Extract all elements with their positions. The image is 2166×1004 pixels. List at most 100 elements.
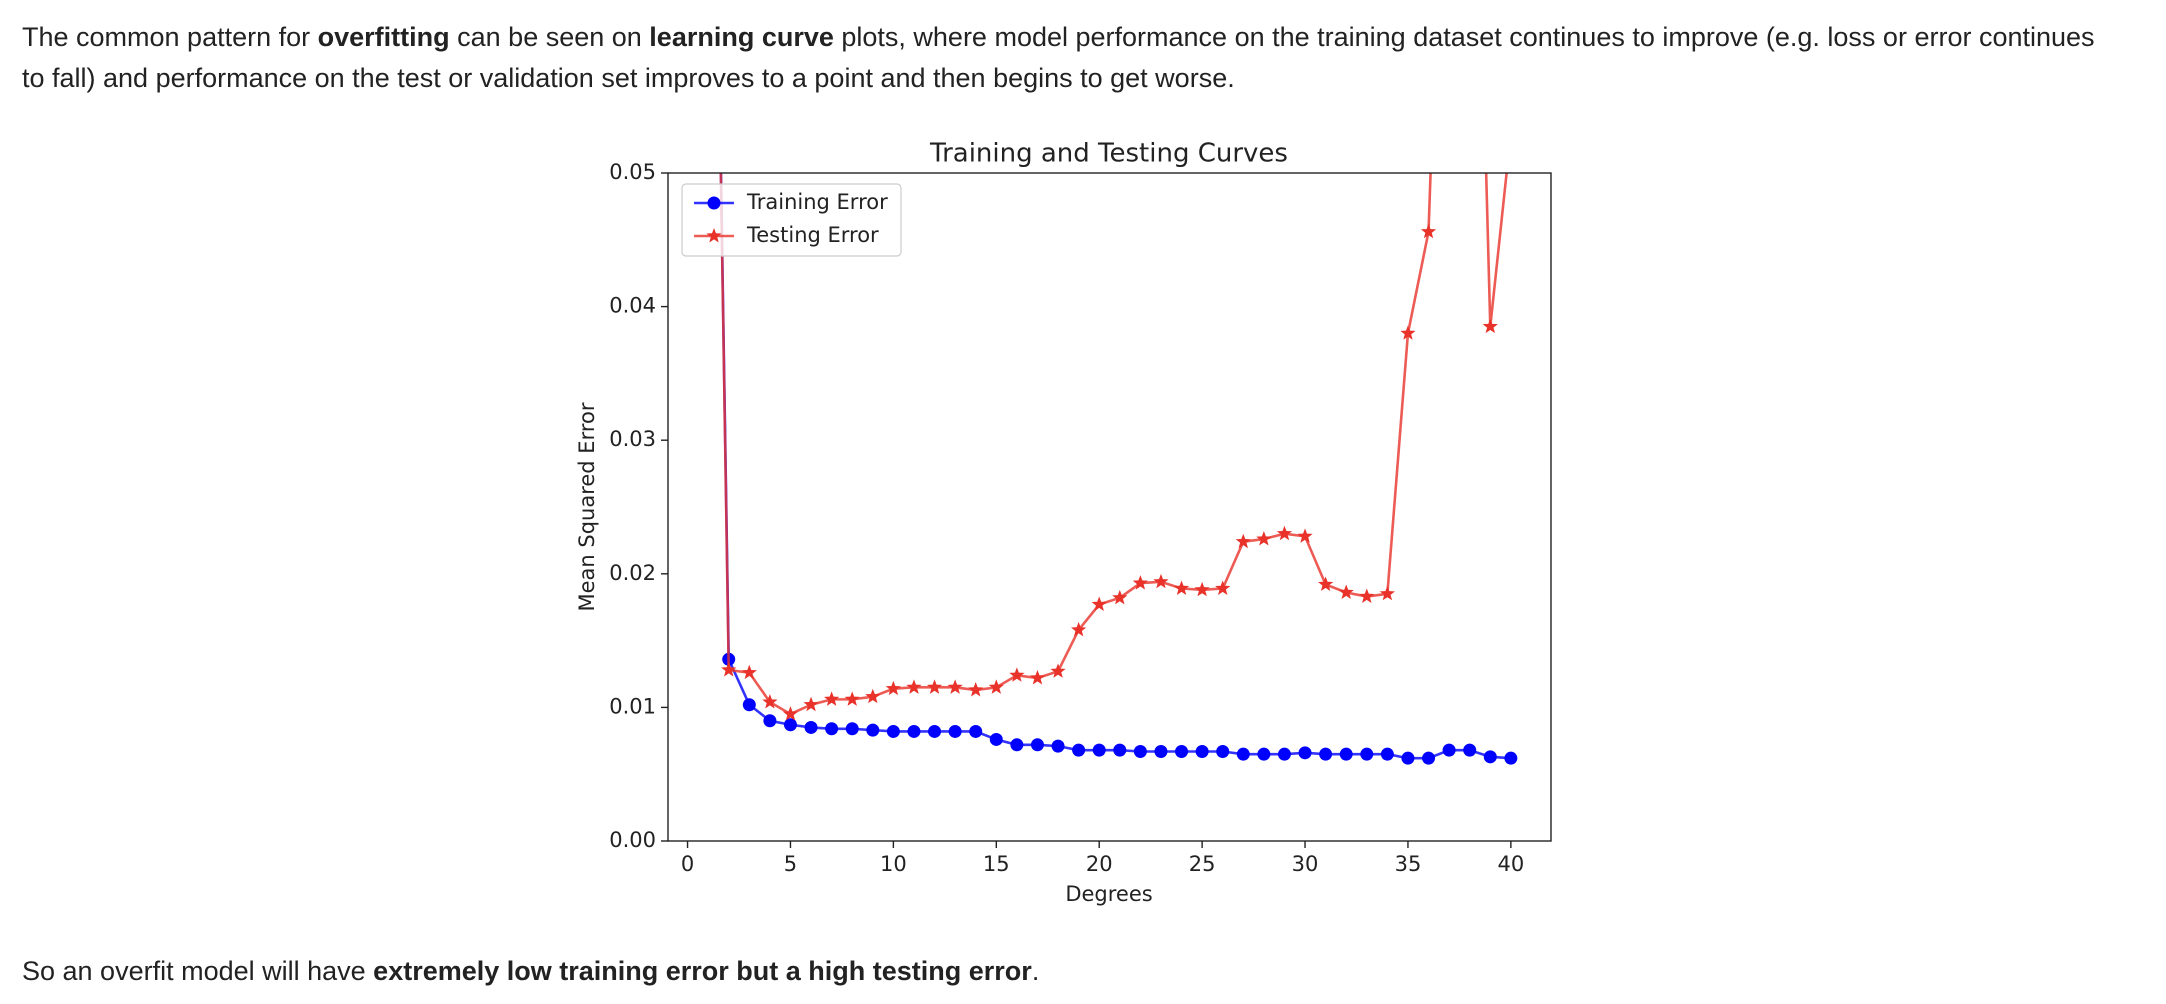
- circle-marker: [1483, 750, 1497, 764]
- y-axis-label: Mean Squared Error: [575, 402, 599, 611]
- circle-marker: [1030, 738, 1044, 752]
- y-tick-label: 0.02: [609, 561, 656, 585]
- x-tick-label: 20: [1086, 852, 1113, 876]
- star-marker: [1482, 318, 1498, 334]
- paragraph: The common pattern for overfitting can b…: [22, 17, 2112, 99]
- circle-marker: [1072, 743, 1086, 757]
- text: The common pattern for: [22, 22, 318, 52]
- circle-marker: [1442, 743, 1456, 757]
- y-tick-label: 0.03: [609, 427, 656, 451]
- star-marker: [1400, 325, 1416, 340]
- star-marker: [1276, 525, 1293, 541]
- y-tick-label: 0.04: [609, 294, 656, 318]
- text: So an overfit model will have: [22, 956, 374, 986]
- star-marker: [706, 228, 722, 243]
- axes-frame: [667, 172, 1552, 842]
- chart: Training and Testing Curves Degrees Mean…: [575, 125, 1552, 906]
- circle-marker: [1236, 747, 1250, 761]
- plot-area: [719, 125, 1518, 765]
- x-tick-label: 35: [1395, 852, 1422, 876]
- paragraph: So an overfit model will have extremely …: [22, 951, 2112, 992]
- star-marker: [968, 682, 984, 697]
- star-marker: [762, 694, 778, 709]
- circle-marker: [783, 718, 797, 732]
- star-marker: [1071, 621, 1087, 637]
- text: .: [1031, 956, 1040, 986]
- y-tick-label: 0.01: [609, 694, 656, 718]
- star-marker: [803, 696, 819, 712]
- star-marker: [1297, 528, 1313, 543]
- circle-marker: [907, 724, 921, 738]
- star-marker: [1112, 589, 1128, 605]
- x-tick-label: 10: [880, 852, 907, 876]
- circle-marker: [707, 196, 721, 210]
- circle-marker: [1092, 743, 1106, 757]
- circle-marker: [886, 724, 900, 738]
- star-marker: [885, 680, 901, 696]
- star-marker: [721, 661, 737, 677]
- circle-marker: [1154, 744, 1168, 758]
- circle-marker: [1319, 747, 1333, 761]
- x-tick-label: 25: [1189, 852, 1216, 876]
- star-marker: [926, 679, 943, 694]
- circle-marker: [1051, 739, 1065, 753]
- circle-marker: [1277, 747, 1291, 761]
- chart-title: Training and Testing Curves: [929, 139, 1288, 169]
- star-marker: [1359, 588, 1375, 603]
- star-marker: [1029, 670, 1046, 685]
- circle-marker: [1380, 747, 1394, 761]
- star-marker: [988, 679, 1004, 694]
- bold-text: overfitting: [317, 22, 450, 52]
- star-marker: [1153, 573, 1169, 589]
- y-tick-label: 0.00: [609, 828, 656, 852]
- circle-marker: [1463, 743, 1477, 757]
- bold-text: extremely low training error but a high …: [373, 956, 1032, 986]
- star-marker: [947, 679, 963, 694]
- circle-marker: [804, 720, 818, 734]
- star-marker: [1173, 580, 1190, 595]
- star-marker: [1009, 667, 1025, 682]
- series-line: [719, 173, 1511, 760]
- circle-marker: [742, 698, 756, 712]
- text: plots, where model performance on the tr…: [22, 22, 2095, 93]
- text: can be seen on: [449, 22, 650, 52]
- legend-box: [681, 183, 902, 257]
- circle-marker: [989, 732, 1003, 746]
- circle-marker: [1504, 751, 1518, 765]
- circle-marker: [845, 722, 859, 736]
- x-tick-label: 15: [983, 852, 1010, 876]
- star-marker: [1215, 580, 1231, 595]
- x-tick-label: 5: [784, 852, 797, 876]
- circle-marker: [1175, 744, 1189, 758]
- x-tick-label: 40: [1497, 852, 1524, 876]
- star-marker: [1503, 125, 1518, 139]
- star-marker: [1091, 596, 1107, 611]
- circle-marker: [1195, 744, 1209, 758]
- circle-marker: [1401, 751, 1415, 765]
- circle-marker: [1010, 738, 1024, 752]
- star-marker: [1420, 223, 1437, 239]
- circle-marker: [1113, 743, 1127, 757]
- star-marker: [782, 706, 799, 721]
- y-tick-label: 0.05: [609, 160, 656, 184]
- circle-marker: [1257, 747, 1271, 761]
- circle-marker: [1360, 747, 1374, 761]
- legend-label: Testing Error: [746, 223, 879, 247]
- x-tick-label: 0: [681, 852, 694, 876]
- star-marker: [824, 691, 840, 706]
- star-marker: [1050, 663, 1066, 678]
- circle-marker: [1133, 744, 1147, 758]
- circle-marker: [969, 724, 983, 738]
- x-tick-label: 30: [1292, 852, 1319, 876]
- x-axis-label: Degrees: [1065, 882, 1152, 906]
- star-marker: [844, 691, 860, 706]
- circle-marker: [1339, 747, 1353, 761]
- series-line: [719, 173, 1508, 716]
- star-marker: [1379, 585, 1395, 601]
- circle-marker: [928, 724, 942, 738]
- circle-marker: [1422, 751, 1436, 765]
- circle-marker: [866, 723, 880, 737]
- circle-marker: [825, 722, 839, 736]
- star-marker: [1318, 576, 1334, 591]
